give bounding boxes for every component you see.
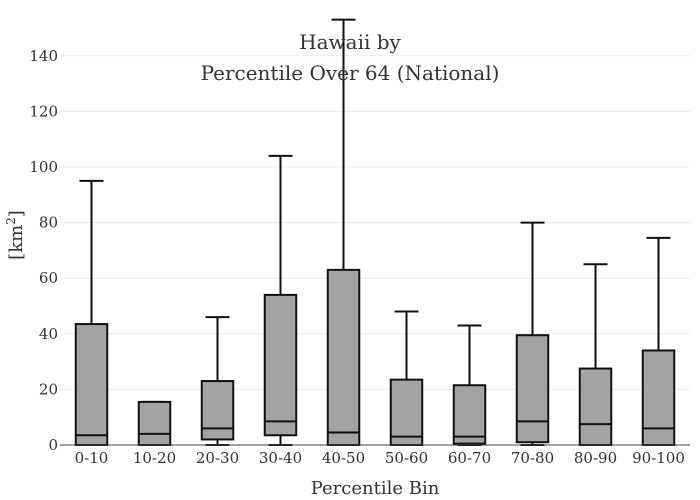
- box-70-80: [515, 221, 550, 446]
- box-80-90: [578, 263, 613, 446]
- x-tick-label: 40-50: [322, 449, 365, 467]
- box-body: [326, 268, 361, 446]
- y-tick-label: 0: [48, 436, 58, 454]
- box-body: [641, 349, 676, 447]
- x-tick-label: 0-10: [75, 449, 109, 467]
- box-10-20: [137, 400, 172, 447]
- box-body: [515, 334, 550, 444]
- box-body: [263, 293, 298, 437]
- box-body: [452, 384, 487, 445]
- box-60-70: [452, 324, 487, 446]
- y-tick-label: 140: [29, 47, 58, 65]
- box-body: [200, 380, 235, 441]
- box-body: [578, 367, 613, 446]
- box-30-40: [263, 154, 298, 446]
- y-axis-title: [km2]: [4, 210, 27, 260]
- y-tick-labels: 0 20 40 60 80 100 120 140: [29, 47, 58, 454]
- box-body: [389, 378, 424, 447]
- y-tick-label: 40: [39, 325, 58, 343]
- x-tick-label: 10-20: [133, 449, 176, 467]
- x-tick-label: 60-70: [448, 449, 491, 467]
- x-tick-label: 20-30: [196, 449, 239, 467]
- y-axis-title-superscript: 2: [4, 217, 18, 225]
- box-40-50: [326, 18, 361, 446]
- box-20-30: [200, 316, 235, 446]
- chart-title-line-2: Percentile Over 64 (National): [201, 61, 500, 85]
- gridlines: [60, 55, 690, 390]
- x-tick-label: 70-80: [511, 449, 554, 467]
- x-tick-labels: 0-10 10-20 20-30 30-40 40-50 50-60 60-70 70-80 8…: [75, 449, 685, 467]
- box-body: [74, 323, 109, 447]
- y-axis-title-unit: [km: [6, 225, 27, 260]
- y-tick-label: 80: [39, 214, 58, 232]
- y-tick-label: 60: [39, 269, 58, 287]
- chart-title-line-1: Hawaii by: [299, 30, 401, 54]
- y-tick-label: 120: [29, 102, 58, 120]
- box-50-60: [389, 310, 424, 447]
- boxes: [74, 18, 676, 447]
- y-axis-title-close: ]: [6, 210, 27, 217]
- x-tick-label: 90-100: [632, 449, 685, 467]
- y-tick-label: 100: [29, 158, 58, 176]
- x-tick-label: 30-40: [259, 449, 302, 467]
- x-axis-title: Percentile Bin: [311, 478, 440, 499]
- box-0-10: [74, 179, 109, 447]
- x-tick-label: 80-90: [574, 449, 617, 467]
- box-body: [137, 400, 172, 447]
- x-tick-label: 50-60: [385, 449, 428, 467]
- box-90-100: [641, 236, 676, 447]
- y-tick-label: 20: [39, 380, 58, 398]
